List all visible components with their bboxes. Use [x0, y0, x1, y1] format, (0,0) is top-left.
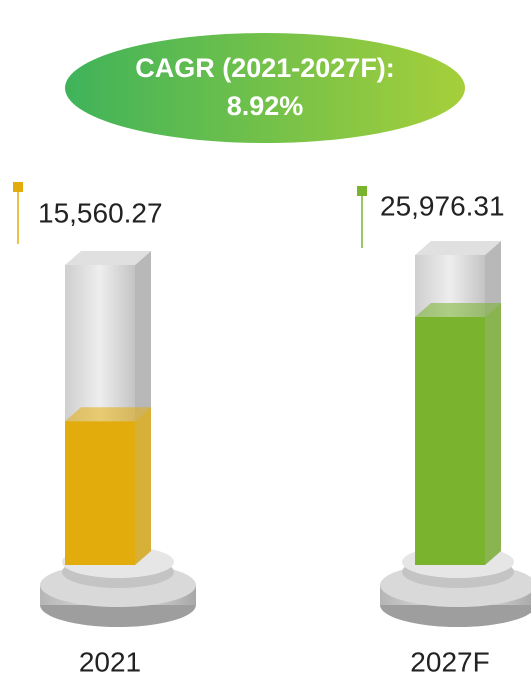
bar-side: [135, 407, 151, 565]
chart-title: CAGR (2021-2027F):: [135, 53, 395, 83]
value-label: 25,976.31: [380, 190, 505, 221]
value-marker: [13, 182, 23, 192]
chart-subtitle: 8.92%: [227, 91, 304, 121]
bar-side: [485, 303, 501, 565]
bar-top: [65, 407, 151, 422]
tube-top: [65, 251, 151, 265]
title-oval: [65, 33, 465, 143]
bar: [415, 317, 485, 565]
bar-top: [415, 303, 501, 317]
value-marker: [357, 186, 367, 196]
x-tick-label: 2021: [79, 646, 141, 677]
x-tick-label: 2027F: [410, 646, 489, 677]
tube-top: [415, 241, 501, 255]
value-label: 15,560.27: [38, 197, 163, 228]
bar: [65, 421, 135, 565]
